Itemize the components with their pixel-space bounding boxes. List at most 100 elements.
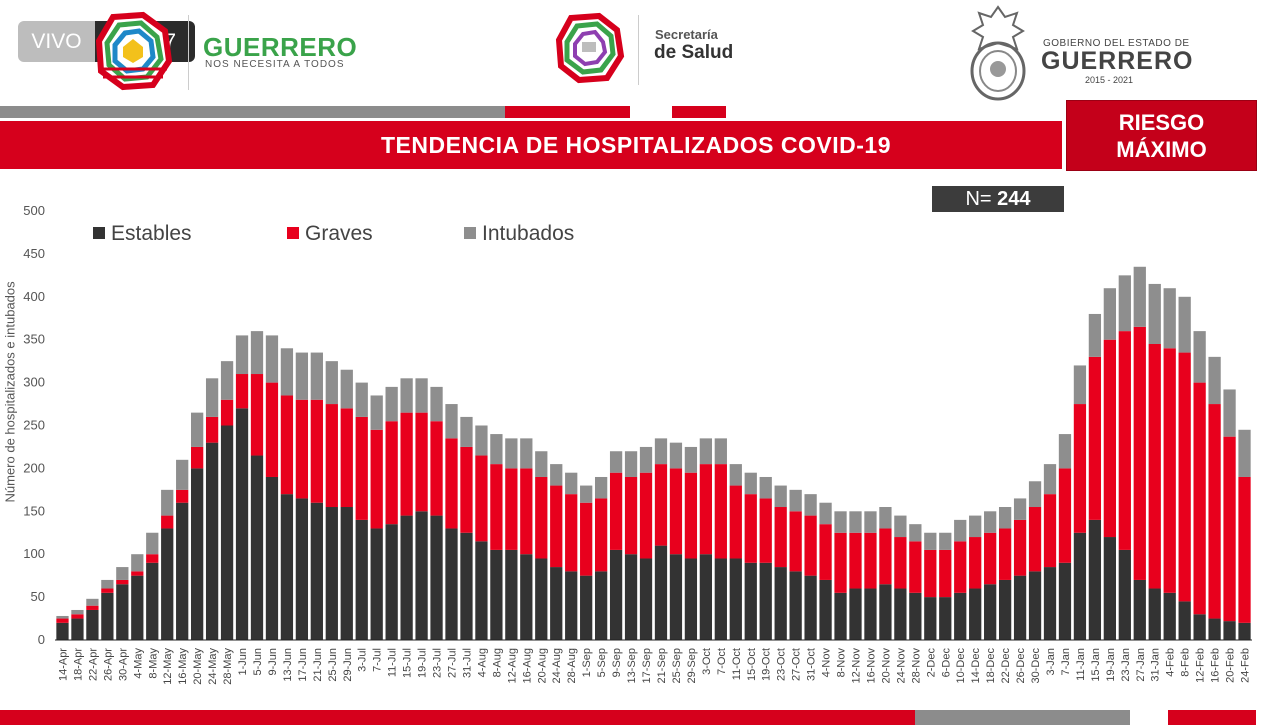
bar-intubados: [1103, 288, 1116, 340]
bar-graves: [205, 416, 219, 443]
bar-intubados: [1223, 389, 1236, 437]
x-tick-label: 19-Oct: [761, 648, 773, 681]
secretaria-logo-icon: [555, 12, 625, 84]
bar-intubados: [729, 464, 742, 486]
bar-intubados: [819, 502, 832, 525]
bar-graves: [1013, 519, 1027, 576]
x-tick-label: 16-Aug: [521, 648, 533, 683]
x-tick-label: 13-Jun: [282, 648, 294, 682]
bar-estables: [714, 558, 727, 640]
bar-estables: [71, 618, 84, 640]
bar-graves: [1163, 348, 1176, 593]
bar-intubados: [909, 524, 922, 542]
bar-estables: [146, 562, 159, 640]
bar-intubados: [340, 369, 353, 409]
x-tick-label: 24-Aug: [551, 648, 563, 683]
bar-intubados: [639, 446, 653, 473]
bar-estables: [430, 515, 443, 640]
bar-intubados: [789, 489, 802, 512]
x-tick-label: 12-May: [162, 648, 174, 685]
bar-estables: [1073, 532, 1087, 640]
bar-graves: [998, 528, 1012, 580]
bar-intubados: [804, 494, 817, 516]
bar-intubados: [1133, 266, 1146, 327]
bar-graves: [909, 541, 922, 593]
x-tick-label: 27-Oct: [791, 648, 803, 681]
bar-graves: [1103, 339, 1116, 538]
bar-graves: [954, 541, 967, 593]
bar-graves: [624, 476, 638, 555]
bar-estables: [161, 528, 174, 640]
bar-estables: [954, 592, 967, 640]
y-tick-label: 350: [23, 332, 45, 347]
bar-graves: [1148, 343, 1161, 589]
bar-estables: [520, 554, 533, 640]
bar-estables: [729, 558, 742, 640]
bar-graves: [191, 446, 204, 469]
y-tick-label: 150: [23, 503, 45, 518]
bar-estables: [295, 498, 309, 640]
x-tick-label: 17-Sep: [641, 648, 653, 683]
x-tick-label: 15-Jan: [1090, 648, 1102, 682]
bar-estables: [939, 597, 952, 640]
bar-estables: [1208, 618, 1221, 640]
bar-intubados: [101, 579, 114, 589]
n-total-label: N=: [965, 188, 992, 210]
x-tick-label: 7-Jan: [1060, 648, 1072, 676]
bar-graves: [430, 421, 443, 516]
header-divider: [188, 15, 189, 90]
gobierno-state-name: GUERRERO: [1041, 47, 1194, 75]
x-tick-label: 20-Feb: [1225, 648, 1237, 683]
bar-estables: [445, 528, 458, 640]
bar-intubados: [1178, 296, 1191, 353]
bar-estables: [460, 532, 473, 640]
bar-estables: [684, 558, 698, 640]
bar-intubados: [894, 515, 907, 538]
bar-estables: [1148, 588, 1161, 640]
bar-estables: [1043, 567, 1057, 640]
bar-intubados: [370, 395, 383, 430]
x-tick-label: 17-Jun: [297, 648, 309, 682]
y-tick-label: 300: [23, 375, 45, 390]
bar-estables: [804, 575, 817, 640]
bottom-stripe-red-small: [1168, 710, 1256, 725]
bar-intubados: [191, 412, 204, 447]
bar-estables: [759, 562, 772, 640]
bar-intubados: [460, 416, 473, 447]
x-tick-label: 12-Nov: [850, 648, 862, 684]
bar-intubados: [265, 335, 279, 383]
bar-intubados: [684, 446, 698, 473]
bar-graves: [864, 532, 877, 589]
bar-estables: [1058, 562, 1072, 640]
bar-intubados: [924, 532, 937, 550]
bar-intubados: [580, 485, 593, 503]
bar-graves: [460, 446, 473, 533]
bar-intubados: [325, 361, 338, 405]
bar-graves: [834, 532, 847, 593]
bar-graves: [176, 489, 189, 503]
bar-estables: [131, 575, 144, 640]
legend-swatch-graves: [287, 227, 299, 239]
bar-graves: [475, 455, 488, 542]
bar-estables: [176, 502, 189, 640]
bar-intubados: [565, 472, 578, 495]
bar-graves: [789, 511, 802, 572]
bar-graves: [370, 429, 383, 529]
gobierno-label: GOBIERNO DEL ESTADO DE: [1043, 38, 1190, 49]
bar-graves: [565, 494, 578, 572]
bar-estables: [1118, 549, 1131, 640]
bar-graves: [1073, 404, 1087, 533]
y-tick-label: 0: [38, 632, 45, 647]
bar-intubados: [475, 425, 488, 456]
bar-intubados: [879, 507, 892, 529]
salud-label: de Salud: [654, 42, 734, 63]
bar-intubados: [1238, 429, 1251, 477]
bottom-stripe-red: [0, 710, 915, 725]
x-tick-label: 11-Oct: [731, 648, 743, 680]
bar-graves: [235, 374, 249, 409]
bar-graves: [594, 498, 608, 572]
bar-intubados: [176, 459, 189, 490]
bar-graves: [1238, 476, 1251, 623]
bar-intubados: [699, 438, 713, 465]
bar-estables: [1163, 592, 1176, 640]
